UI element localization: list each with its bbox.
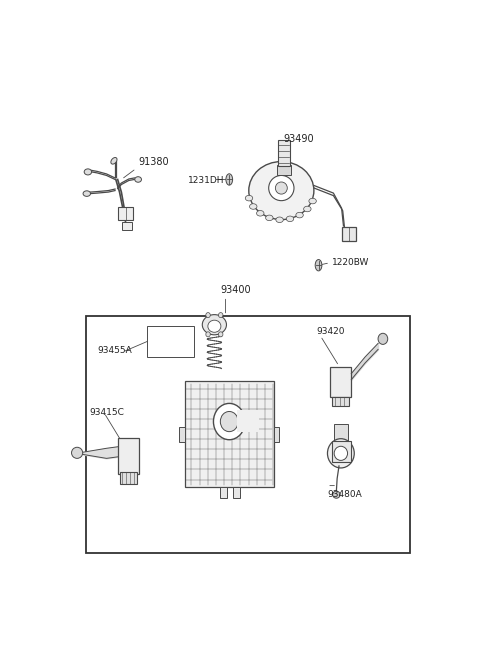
Ellipse shape [327, 439, 354, 468]
Bar [237, 411, 259, 432]
Ellipse shape [378, 333, 388, 345]
Ellipse shape [135, 177, 142, 182]
Ellipse shape [202, 314, 227, 335]
Bar [276, 165, 291, 176]
Ellipse shape [218, 332, 223, 337]
Bar [332, 398, 349, 406]
Ellipse shape [206, 312, 210, 318]
Ellipse shape [208, 320, 221, 332]
Text: 93420: 93420 [317, 327, 345, 336]
Ellipse shape [249, 162, 314, 219]
Text: 1231DH: 1231DH [188, 176, 225, 185]
Text: 93480A: 93480A [328, 490, 362, 498]
Bar [277, 140, 289, 166]
Ellipse shape [206, 332, 210, 337]
Bar [233, 487, 240, 498]
Text: 1220BW: 1220BW [332, 258, 369, 267]
Bar [334, 424, 348, 448]
Text: 93400: 93400 [220, 286, 251, 295]
Ellipse shape [226, 174, 233, 185]
Bar [274, 426, 279, 441]
Bar [118, 438, 139, 474]
Ellipse shape [83, 191, 91, 196]
Text: 93455A: 93455A [97, 346, 132, 356]
Ellipse shape [220, 411, 238, 432]
Ellipse shape [84, 169, 92, 175]
Bar [342, 227, 356, 241]
Bar [120, 472, 137, 483]
Ellipse shape [315, 259, 322, 271]
Bar [147, 326, 194, 357]
Ellipse shape [111, 157, 117, 164]
Bar [185, 381, 274, 487]
Ellipse shape [286, 216, 294, 221]
Ellipse shape [245, 195, 253, 201]
Bar [86, 316, 409, 553]
Ellipse shape [218, 312, 223, 318]
Ellipse shape [334, 446, 348, 460]
Bar [220, 487, 227, 498]
Text: 91380: 91380 [138, 157, 169, 167]
Bar [330, 367, 351, 398]
Ellipse shape [250, 204, 257, 209]
Ellipse shape [214, 403, 245, 440]
Bar [118, 207, 133, 220]
Ellipse shape [269, 176, 294, 200]
Ellipse shape [296, 212, 303, 218]
Text: 93490: 93490 [283, 134, 314, 144]
Bar [332, 441, 351, 462]
Text: 93415C: 93415C [90, 407, 125, 417]
Ellipse shape [276, 217, 283, 223]
Ellipse shape [265, 215, 273, 221]
Bar [179, 426, 185, 441]
Ellipse shape [333, 491, 340, 498]
Bar [122, 222, 132, 230]
Ellipse shape [256, 210, 264, 216]
Ellipse shape [276, 182, 288, 194]
Ellipse shape [304, 206, 311, 212]
Ellipse shape [72, 447, 83, 458]
Ellipse shape [309, 198, 316, 204]
